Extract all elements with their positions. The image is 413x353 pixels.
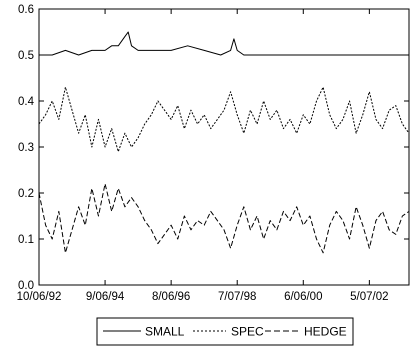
y-tick-label: 0.1 xyxy=(18,234,34,246)
y-axis: 0.0 0.1 0.2 0.3 0.4 0.5 0.6 xyxy=(18,4,409,292)
x-tick-label: 6/06/00 xyxy=(284,291,322,303)
y-tick-label: 0.5 xyxy=(18,50,34,62)
series-line-small xyxy=(39,31,409,56)
x-tick-label: 8/06/96 xyxy=(152,291,190,303)
legend-label-small: SMALL xyxy=(145,325,185,339)
y-tick-label: 0.3 xyxy=(18,142,34,154)
legend-label-hedge: HEDGE xyxy=(304,325,347,339)
y-tick-label: 0.6 xyxy=(18,4,34,16)
x-tick-label: 7/07/98 xyxy=(218,291,256,303)
x-axis: 10/06/92 9/06/94 8/06/96 7/07/98 6/06/00 5/07… xyxy=(17,9,389,303)
legend-label-spec: SPEC xyxy=(231,325,264,339)
legend: SMALL SPEC HEDGE xyxy=(96,317,354,346)
x-tick-label: 10/06/92 xyxy=(17,291,62,303)
y-tick-label: 0.0 xyxy=(18,280,34,292)
x-tick-label: 9/06/94 xyxy=(86,291,125,303)
y-tick-label: 0.2 xyxy=(18,188,34,200)
x-tick-label: 5/07/02 xyxy=(350,291,388,303)
series-line-hedge xyxy=(38,183,410,254)
series-layer xyxy=(38,31,410,254)
series-line-spec xyxy=(38,86,410,153)
y-tick-label: 0.4 xyxy=(18,96,35,108)
